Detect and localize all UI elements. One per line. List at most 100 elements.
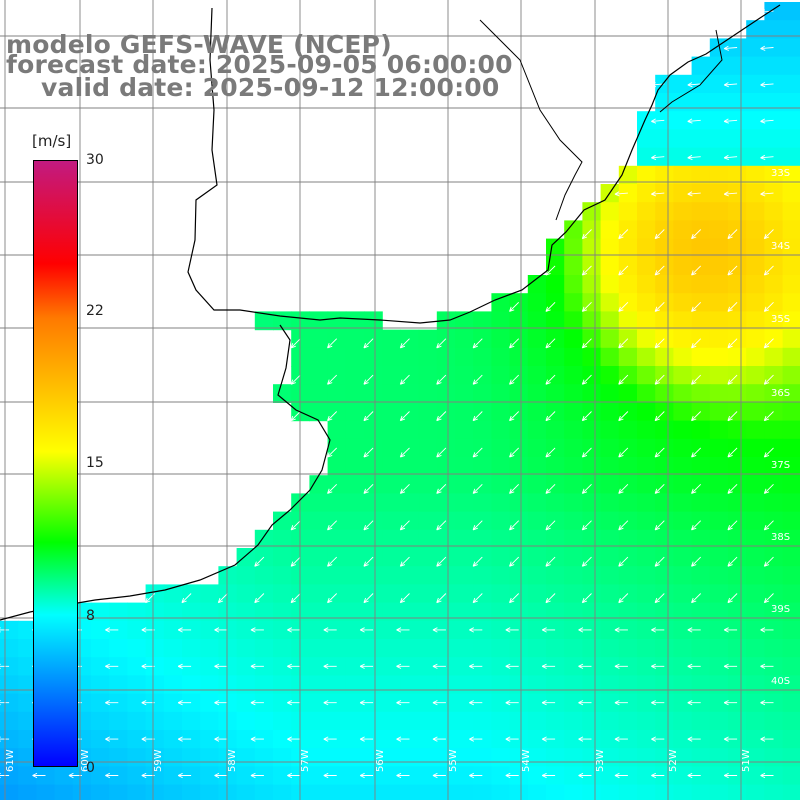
wind-arrow xyxy=(545,374,556,385)
wind-cell xyxy=(236,730,256,749)
wind-cell xyxy=(527,493,547,513)
wind-cell xyxy=(473,675,492,695)
wind-cell xyxy=(436,384,456,403)
wind-cell xyxy=(637,766,656,786)
wind-cell xyxy=(618,620,638,640)
wind-arrow xyxy=(763,265,774,276)
wind-cell xyxy=(327,693,347,713)
wind-cell xyxy=(691,111,711,130)
wind-arrow xyxy=(290,556,301,567)
wind-arrow xyxy=(399,556,410,567)
wind-cell xyxy=(491,730,511,749)
wind-cell xyxy=(145,620,165,640)
wind-cell xyxy=(637,784,656,800)
wind-cell xyxy=(709,457,729,476)
wind-arrow xyxy=(509,556,520,567)
wind-cell xyxy=(309,693,329,713)
wind-cell xyxy=(546,675,565,695)
wind-cell xyxy=(782,584,800,604)
wind-cell xyxy=(0,784,19,800)
wind-cell xyxy=(764,493,784,513)
wind-cell xyxy=(364,657,383,676)
wind-cell xyxy=(455,475,474,494)
wind-cell xyxy=(345,311,365,331)
wind-cell xyxy=(145,711,165,731)
wind-cell xyxy=(436,784,456,800)
wind-arrow xyxy=(545,447,556,458)
wind-cell xyxy=(764,784,784,800)
wind-arrow xyxy=(363,556,374,567)
wind-arrow xyxy=(436,556,447,567)
wind-cell xyxy=(782,238,800,258)
wind-arrow xyxy=(651,700,665,706)
wind-cell xyxy=(637,602,656,622)
wind-arrow xyxy=(723,772,738,779)
wind-cell xyxy=(382,693,401,713)
tick-label: 8 xyxy=(86,608,95,624)
wind-cell xyxy=(418,347,438,367)
wind-cell xyxy=(418,438,438,458)
wind-cell xyxy=(418,384,438,403)
wind-arrow xyxy=(618,229,629,240)
wind-cell xyxy=(564,347,583,367)
wind-cell xyxy=(291,711,310,731)
wind-cell xyxy=(91,602,110,622)
wind-arrow xyxy=(691,301,702,312)
wind-cell xyxy=(673,184,693,203)
wind-arrow xyxy=(581,301,592,312)
wind-cell xyxy=(163,602,183,622)
wind-cell xyxy=(564,548,583,567)
wind-cell xyxy=(436,766,456,786)
wind-cell xyxy=(746,402,765,422)
lon-label: 60W xyxy=(80,749,91,772)
wind-cell xyxy=(200,766,219,786)
wind-cell xyxy=(564,784,583,800)
wind-cell xyxy=(509,675,529,695)
wind-cell xyxy=(491,657,511,676)
wind-cell xyxy=(509,493,529,513)
wind-cell xyxy=(709,384,729,403)
lat-label: 36S xyxy=(771,388,790,399)
wind-cell xyxy=(709,238,729,258)
wind-cell xyxy=(637,293,656,312)
wind-cell xyxy=(582,784,602,800)
lat-label: 40S xyxy=(771,676,790,687)
wind-arrow xyxy=(578,627,592,633)
wind-cell xyxy=(746,657,765,676)
lon-label: 53W xyxy=(595,749,606,772)
lagoa-dos-patos xyxy=(659,29,723,113)
wind-cell xyxy=(91,620,110,640)
wind-arrow xyxy=(287,700,301,706)
wind-cell xyxy=(637,220,656,240)
wind-cell xyxy=(655,620,674,640)
wind-cell xyxy=(782,366,800,385)
wind-arrow xyxy=(327,483,338,494)
wind-cell xyxy=(600,420,620,440)
wind-cell xyxy=(637,657,656,676)
wind-arrow xyxy=(691,338,702,349)
wind-cell xyxy=(473,602,492,622)
wind-cell xyxy=(637,711,656,731)
wind-cell xyxy=(746,202,765,221)
wind-cell xyxy=(36,766,56,786)
wind-cell xyxy=(455,566,474,585)
wind-arrow xyxy=(654,301,665,312)
wind-cell xyxy=(491,766,511,786)
wind-arrow xyxy=(760,82,774,88)
wind-cell xyxy=(728,711,747,731)
wind-cell xyxy=(382,548,401,567)
wind-cell xyxy=(728,766,747,786)
wind-cell xyxy=(709,74,729,94)
wind-cell xyxy=(364,730,383,749)
wind-cell xyxy=(637,548,656,567)
wind-cell xyxy=(218,711,238,731)
wind-arrow xyxy=(581,556,592,567)
wind-cell xyxy=(345,566,365,585)
wind-cell xyxy=(309,730,329,749)
wind-cell xyxy=(728,420,747,440)
wind-cell xyxy=(655,311,674,331)
wind-cell xyxy=(491,475,511,494)
wind-arrow xyxy=(578,736,592,742)
wind-cell xyxy=(582,275,602,294)
wind-cell xyxy=(673,347,693,367)
